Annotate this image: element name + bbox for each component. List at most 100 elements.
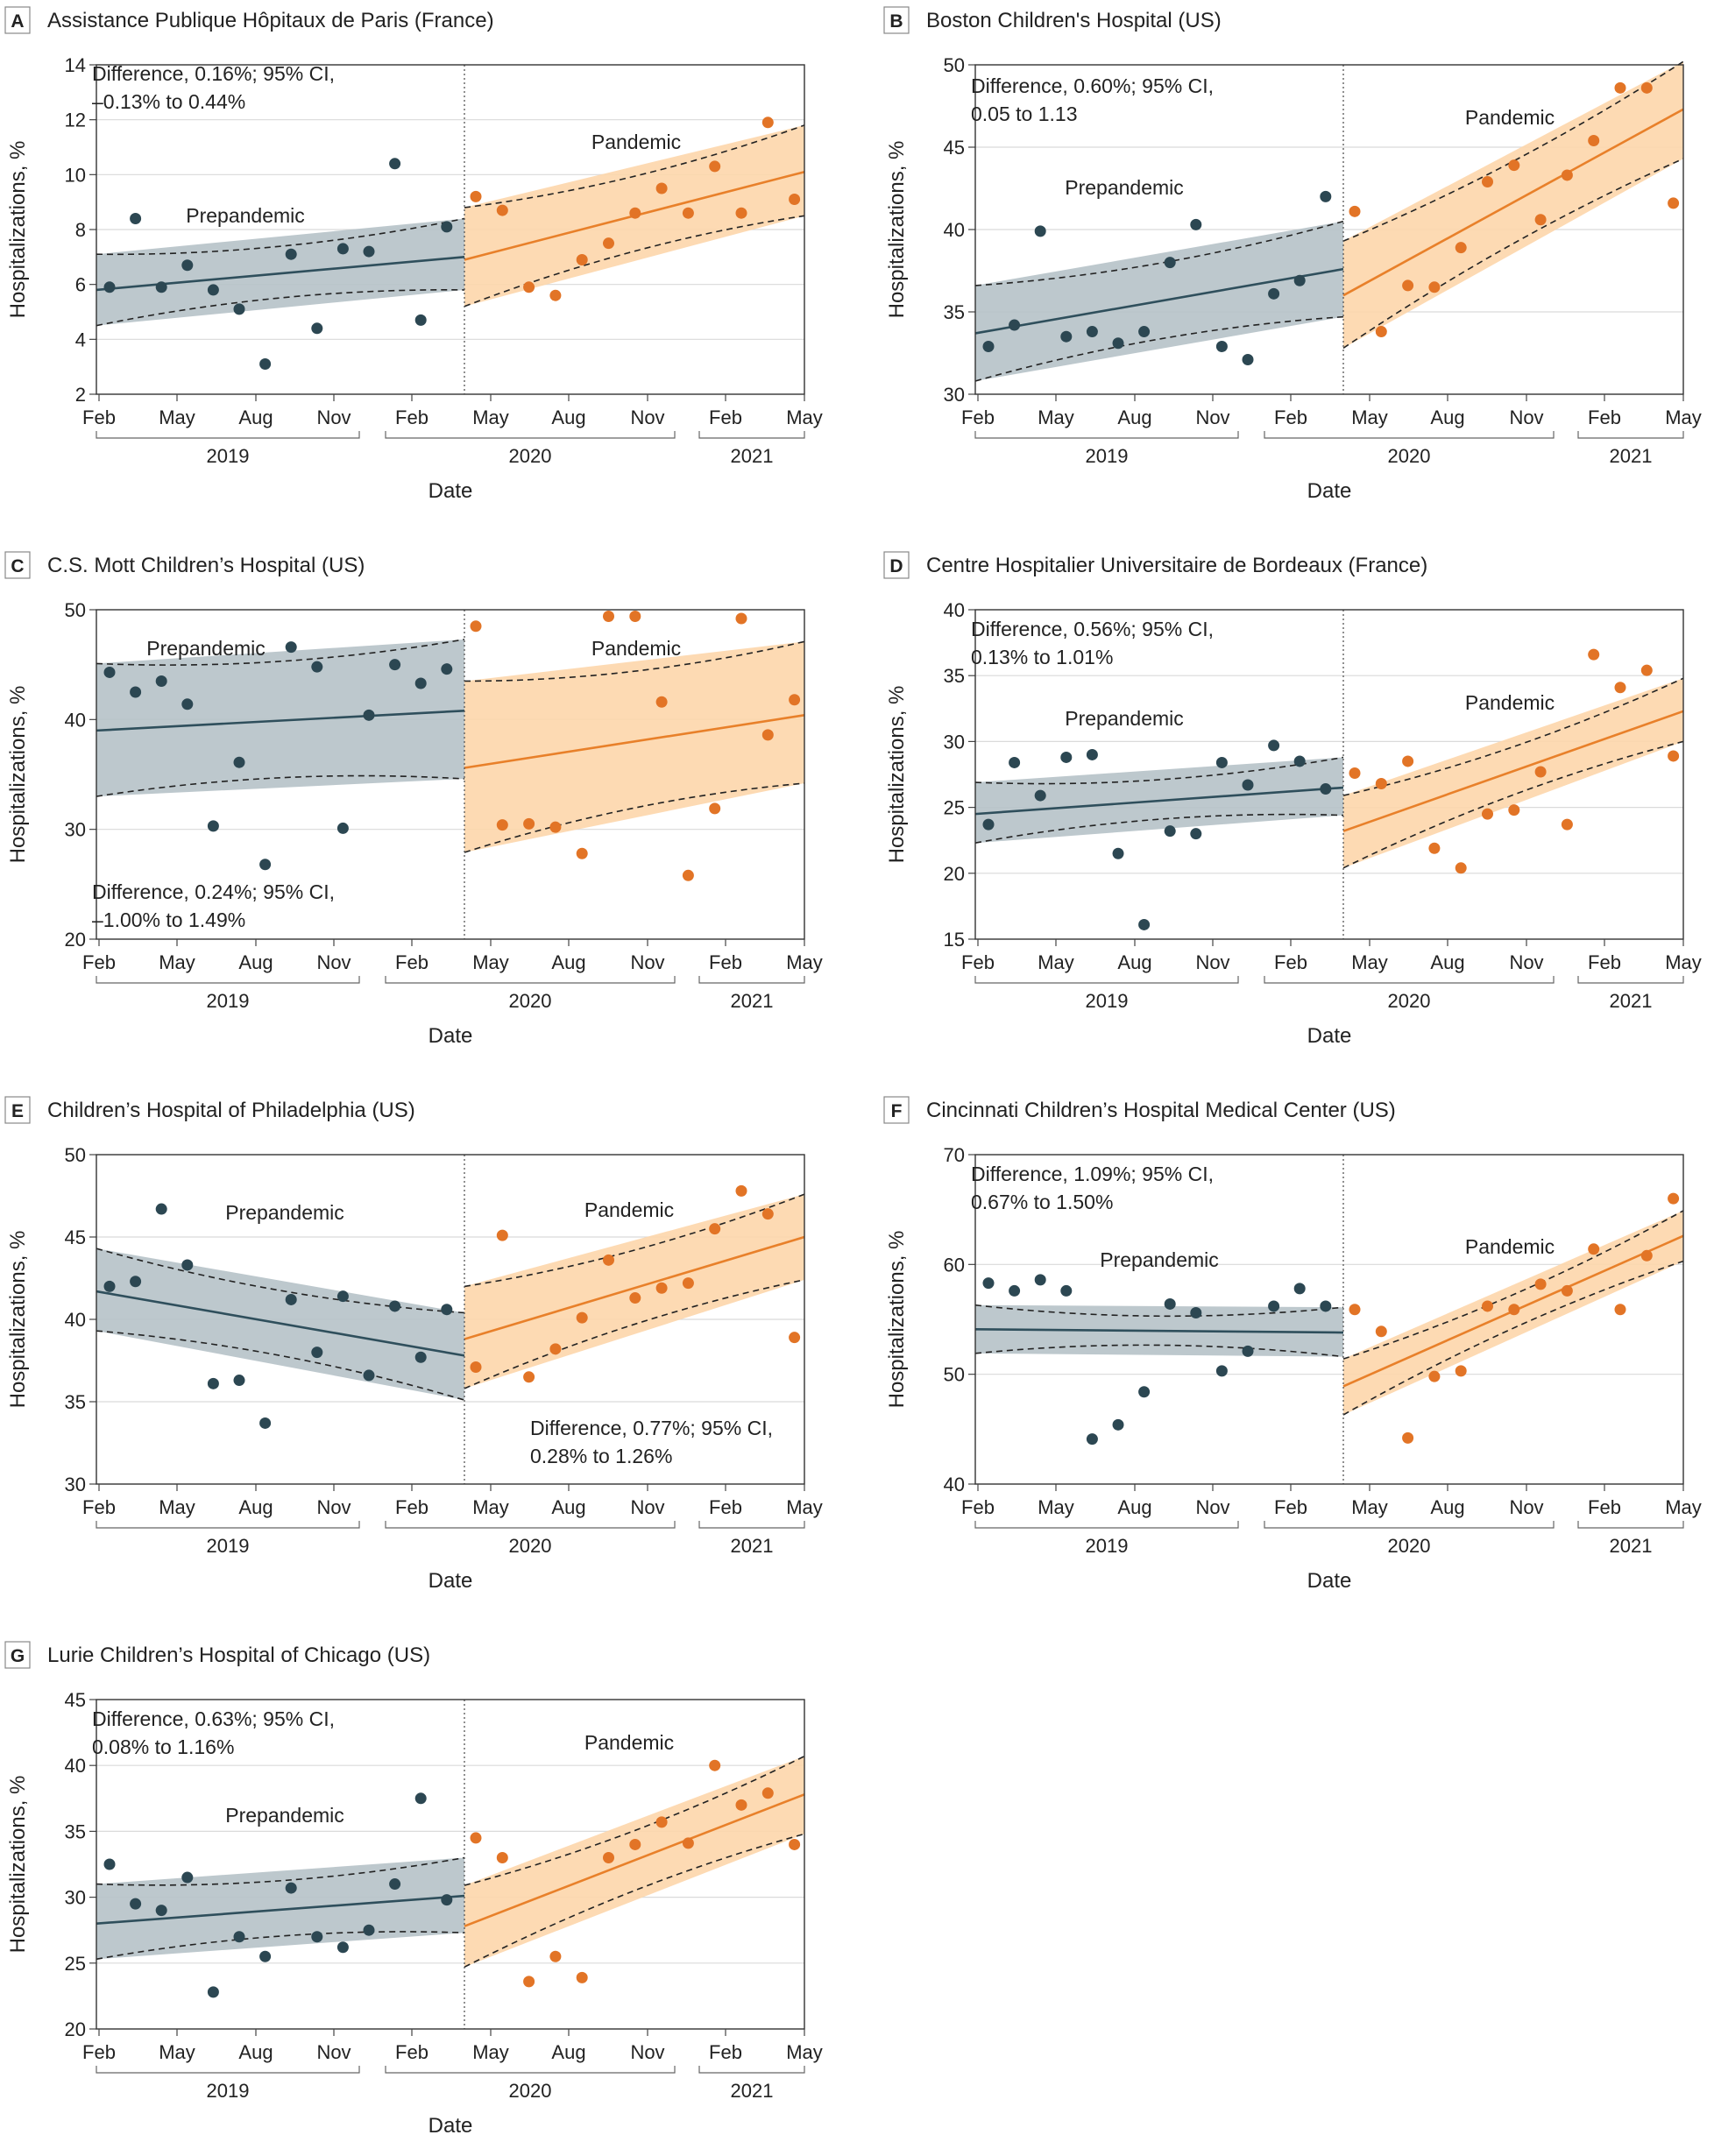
y-tick-label: 8: [75, 219, 86, 241]
pandemic-point: [470, 1361, 482, 1374]
prepandemic-point: [285, 641, 297, 654]
prepandemic-point: [389, 659, 401, 671]
prepandemic-point: [311, 1931, 323, 1943]
y-tick-label: 25: [65, 1953, 86, 1975]
x-tick-label: Nov: [1509, 406, 1543, 428]
prepandemic-label: Prepandemic: [225, 1201, 344, 1224]
pandemic-point: [1428, 281, 1441, 293]
chart-title: C.S. Mott Children’s Hospital (US): [47, 554, 365, 577]
prepandemic-point: [414, 1792, 427, 1805]
prepandemic-point: [233, 756, 245, 768]
x-tick-label: Aug: [238, 2041, 273, 2063]
pandemic-point: [1349, 1304, 1361, 1316]
x-tick-label: Feb: [1588, 951, 1621, 973]
prepandemic-point: [1138, 326, 1151, 338]
pandemic-ci-lower: [1342, 740, 1684, 869]
y-tick-label: 40: [944, 219, 965, 241]
plot-frame: [974, 609, 1684, 940]
difference-annotation-line2: 0.28% to 1.26%: [530, 1445, 672, 1467]
pandemic-ci-lower: [1342, 158, 1684, 350]
pandemic-point: [549, 1343, 562, 1355]
difference-annotation-line2: –1.00% to 1.49%: [92, 908, 245, 931]
prepandemic-point: [103, 1280, 116, 1292]
year-bracket: [96, 431, 360, 439]
pandemic-point: [523, 1371, 535, 1383]
year-label: 2019: [1086, 990, 1129, 1012]
y-tick-label: 50: [944, 54, 965, 76]
pandemic-point: [1534, 214, 1547, 226]
x-tick-label: May: [786, 406, 823, 428]
prepandemic-point: [155, 281, 167, 293]
pandemic-point: [1588, 648, 1600, 661]
x-tick-label: Feb: [709, 1496, 742, 1518]
y-tick-label: 40: [944, 1474, 965, 1495]
prepandemic-point: [441, 221, 453, 233]
x-tick-label: May: [472, 406, 509, 428]
x-tick-label: Nov: [1509, 1496, 1543, 1518]
pandemic-point: [629, 1292, 641, 1304]
prepandemic-point: [1190, 828, 1202, 840]
pandemic-ci-upper: [464, 1755, 805, 1886]
x-tick-label: Aug: [551, 406, 585, 428]
prepandemic-point: [1215, 756, 1228, 768]
pandemic-point: [655, 696, 668, 708]
y-tick-label: 4: [75, 329, 86, 350]
pandemic-fit-line: [464, 714, 805, 769]
year-bracket: [96, 2066, 360, 2074]
x-tick-label: May: [1665, 1496, 1702, 1518]
prepandemic-point: [1242, 354, 1254, 366]
prepandemic-point: [1164, 257, 1176, 269]
pandemic-point: [735, 612, 747, 625]
difference-annotation-line2: 0.13% to 1.01%: [971, 646, 1113, 668]
pandemic-ci-lower: [464, 1279, 805, 1389]
x-tick-label: May: [786, 1496, 823, 1518]
pandemic-point: [549, 821, 562, 833]
pandemic-point: [1508, 804, 1520, 816]
pandemic-label: Pandemic: [591, 637, 681, 660]
prepandemic-point: [414, 314, 427, 326]
pandemic-point: [709, 802, 721, 815]
pandemic-point: [682, 869, 694, 881]
year-label: 2021: [1610, 445, 1653, 467]
pandemic-point: [576, 253, 588, 265]
prepandemic-point: [1164, 1297, 1176, 1310]
difference-annotation-line1: Difference, 0.16%; 95% CI,: [92, 62, 335, 85]
prepandemic-ci-lower: [96, 774, 465, 797]
prepandemic-label: Prepandemic: [186, 204, 305, 227]
x-axis-label: Date: [1307, 1569, 1352, 1593]
x-tick-label: Nov: [316, 1496, 351, 1518]
pandemic-point: [1455, 242, 1467, 254]
panel-letter: A: [11, 11, 24, 32]
prepandemic-point: [155, 675, 167, 687]
chart-panel-a: A Assistance Publique Hôpitaux de Paris (…: [4, 6, 823, 503]
pandemic-point: [682, 207, 694, 219]
chart-panel-e: E Children’s Hospital of Philadelphia (US…: [4, 1096, 823, 1593]
difference-annotation-line1: Difference, 0.63%; 95% CI,: [92, 1707, 335, 1730]
pandemic-point: [1375, 326, 1387, 338]
prepandemic-point: [207, 820, 219, 832]
difference-annotation-line2: 0.67% to 1.50%: [971, 1191, 1113, 1213]
prepandemic-point: [414, 677, 427, 689]
x-tick-label: Aug: [1117, 951, 1151, 973]
prepandemic-point: [363, 1369, 375, 1382]
pandemic-point: [735, 207, 747, 219]
pandemic-ci-lower: [464, 1833, 805, 1969]
y-axis-label: Hospitalizations, %: [6, 686, 30, 864]
prepandemic-point: [1009, 756, 1021, 768]
x-axis-label: Date: [428, 479, 473, 503]
plot-frame: [974, 1154, 1684, 1485]
x-tick-label: Nov: [316, 406, 351, 428]
plot-frame: [96, 1699, 805, 2030]
pandemic-ci-upper: [464, 1193, 805, 1288]
x-tick-label: May: [472, 1496, 509, 1518]
plot-frame: [96, 1154, 805, 1485]
x-tick-label: Nov: [1509, 951, 1543, 973]
prepandemic-point: [1112, 1418, 1124, 1431]
prepandemic-fit-line: [96, 1894, 465, 1925]
difference-annotation-line1: Difference, 0.77%; 95% CI,: [530, 1417, 773, 1439]
year-label: 2019: [207, 2080, 250, 2102]
pandemic-point: [603, 1254, 614, 1266]
year-label: 2021: [731, 1535, 774, 1557]
pandemic-point: [1640, 1249, 1653, 1262]
